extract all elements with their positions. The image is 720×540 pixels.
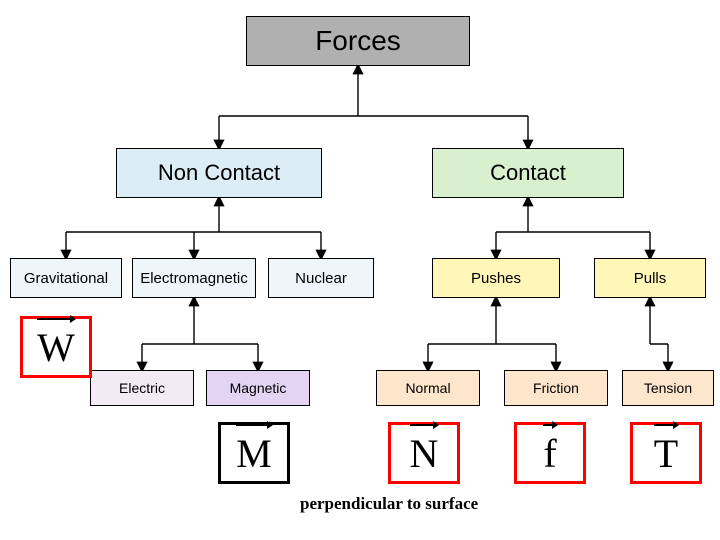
node-noncontact: Non Contact xyxy=(116,148,322,198)
letter: N xyxy=(410,431,439,476)
node-tension: Tension xyxy=(622,370,714,406)
letter: W xyxy=(37,325,75,370)
node-magnetic: Magnetic xyxy=(206,370,310,406)
letter: M xyxy=(236,431,272,476)
vector-M: M xyxy=(218,422,290,484)
label: Normal xyxy=(405,380,450,396)
label: Pulls xyxy=(634,270,667,287)
caption-text: perpendicular to surface xyxy=(300,494,478,513)
label: Contact xyxy=(490,160,566,186)
vector-N: N xyxy=(388,422,460,484)
vector-T: T xyxy=(630,422,702,484)
label: Pushes xyxy=(471,270,521,287)
caption-perpendicular: perpendicular to surface xyxy=(300,494,478,514)
label: Friction xyxy=(533,380,579,396)
label: Electromagnetic xyxy=(140,270,248,287)
node-electric: Electric xyxy=(90,370,194,406)
label: Gravitational xyxy=(24,270,108,287)
node-normal: Normal xyxy=(376,370,480,406)
label: Forces xyxy=(315,25,401,57)
label: Magnetic xyxy=(230,380,287,396)
label: Electric xyxy=(119,380,165,396)
node-nuclear: Nuclear xyxy=(268,258,374,298)
vector-f: f xyxy=(514,422,586,484)
node-electromagnetic: Electromagnetic xyxy=(132,258,256,298)
label: Nuclear xyxy=(295,270,347,287)
node-pulls: Pulls xyxy=(594,258,706,298)
label: Non Contact xyxy=(158,160,280,186)
letter: T xyxy=(654,431,678,476)
node-friction: Friction xyxy=(504,370,608,406)
node-pushes: Pushes xyxy=(432,258,560,298)
node-gravitational: Gravitational xyxy=(10,258,122,298)
label: Tension xyxy=(644,380,692,396)
letter: f xyxy=(543,431,556,476)
node-forces: Forces xyxy=(246,16,470,66)
vector-W: W xyxy=(20,316,92,378)
node-contact: Contact xyxy=(432,148,624,198)
